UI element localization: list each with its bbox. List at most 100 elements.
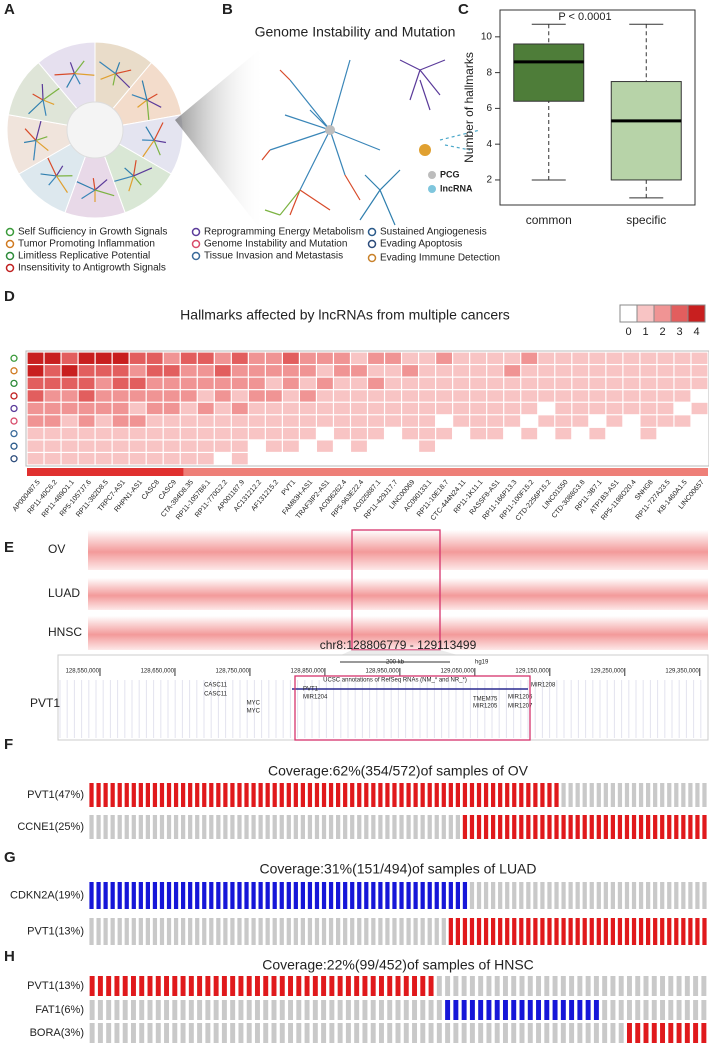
heatmap-cell	[112, 377, 129, 390]
heatmap-cell	[61, 365, 78, 377]
heatmap-cell	[657, 415, 674, 427]
altered-sample	[660, 815, 665, 839]
heatmap-cell	[606, 427, 623, 440]
sample	[577, 976, 583, 996]
heatmap-cell	[538, 427, 555, 440]
heatmap-cell	[44, 377, 61, 390]
heatmap-cell	[44, 440, 61, 452]
sample	[246, 1023, 252, 1043]
track-label: HNSC	[48, 625, 82, 639]
heatmap-cell	[112, 390, 129, 402]
gene-label: PVT1(47%)	[27, 789, 84, 801]
heatmap-cell	[163, 440, 180, 452]
row-icon	[10, 392, 18, 400]
sample	[138, 918, 143, 945]
sample	[345, 1023, 351, 1043]
sample	[693, 976, 699, 996]
assembly: hg19	[475, 660, 489, 666]
sample	[527, 1023, 533, 1043]
altered-sample	[364, 882, 369, 909]
altered-sample	[406, 783, 411, 807]
heatmap-cell	[44, 415, 61, 427]
sample	[544, 976, 550, 996]
sample	[638, 882, 644, 909]
heatmap-cell	[419, 440, 435, 452]
heatmap-cell	[282, 365, 299, 377]
sample	[130, 1000, 136, 1020]
heatmap-cell	[640, 440, 657, 452]
sample	[646, 882, 651, 909]
sample	[427, 918, 432, 945]
heatmap-cell	[640, 352, 657, 364]
row-icon	[10, 442, 18, 450]
heatmap-cell	[300, 440, 316, 452]
sample	[124, 918, 129, 945]
altered-sample	[117, 783, 122, 807]
altered-sample	[631, 918, 637, 945]
sample	[491, 882, 496, 909]
heatmap-cell	[572, 440, 589, 452]
altered-sample	[392, 783, 397, 807]
heatmap-cell	[385, 377, 401, 390]
altered-sample	[441, 783, 446, 807]
heatmap-cell	[470, 402, 487, 415]
sample	[624, 783, 630, 807]
heatmap-cell	[691, 352, 708, 364]
sample	[668, 976, 674, 996]
altered-sample	[651, 1023, 657, 1043]
track	[88, 578, 708, 610]
sample	[244, 815, 249, 839]
heatmap-cell	[146, 352, 163, 364]
sample	[702, 882, 707, 909]
sample	[230, 1023, 236, 1043]
network-edge	[73, 73, 81, 85]
altered-sample	[89, 976, 95, 996]
altered-sample	[124, 783, 129, 807]
legend-label: Genome Instability and Mutation	[204, 239, 347, 250]
heatmap-cell	[521, 415, 538, 427]
sample	[602, 976, 608, 996]
altered-sample	[124, 882, 129, 909]
sample	[392, 815, 397, 839]
sample	[533, 882, 538, 909]
altered-sample	[357, 882, 362, 909]
x-tick-label: 129,150,000	[515, 669, 549, 675]
sample	[486, 1023, 492, 1043]
altered-sample	[498, 783, 503, 807]
sample	[610, 976, 616, 996]
altered-sample	[702, 815, 707, 839]
heatmap-cell	[317, 377, 333, 390]
sample	[122, 1023, 128, 1043]
sample	[89, 1023, 95, 1043]
heatmap-cell	[146, 427, 163, 440]
heatmap-cell	[555, 377, 572, 390]
sample	[172, 1023, 178, 1043]
heatmap-cell	[436, 453, 453, 465]
heatmap-cell	[129, 427, 146, 440]
sample	[453, 976, 459, 996]
heatmap-cell	[214, 352, 231, 364]
heatmap-cell	[419, 427, 435, 440]
row-icon	[10, 367, 18, 375]
sample	[223, 918, 228, 945]
gene-label: FAT1(6%)	[35, 1004, 84, 1016]
heatmap-cell	[317, 427, 333, 440]
heatmap-cell	[231, 377, 248, 390]
altered-sample	[251, 882, 256, 909]
altered-sample	[230, 976, 236, 996]
heatmap-cell	[419, 390, 435, 402]
altered-sample	[462, 918, 468, 945]
heatmap-cell	[521, 453, 538, 465]
colorbar-label: 4	[693, 326, 699, 338]
heatmap-cell	[317, 402, 333, 415]
heatmap-cell	[521, 427, 538, 440]
gene-label: PVT1(13%)	[27, 925, 84, 937]
network-edge	[115, 69, 132, 75]
sample	[596, 783, 601, 807]
sample	[436, 1023, 442, 1043]
sample	[279, 1000, 285, 1020]
heatmap-cell	[351, 365, 367, 377]
sample	[596, 882, 601, 909]
altered-sample	[486, 1000, 492, 1020]
